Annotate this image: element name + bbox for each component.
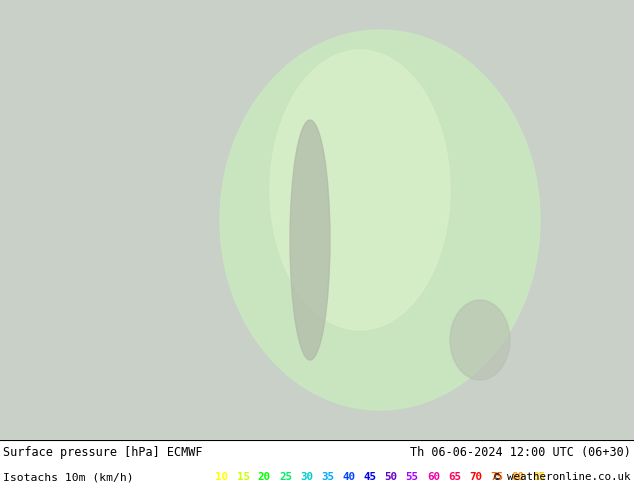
Ellipse shape [220, 30, 540, 410]
Text: 50: 50 [384, 472, 398, 482]
Text: 80: 80 [511, 472, 524, 482]
Text: 35: 35 [321, 472, 334, 482]
Text: 70: 70 [469, 472, 482, 482]
Text: Th 06-06-2024 12:00 UTC (06+30): Th 06-06-2024 12:00 UTC (06+30) [410, 445, 631, 459]
Text: 85: 85 [533, 472, 545, 482]
Text: 55: 55 [406, 472, 418, 482]
Text: 45: 45 [363, 472, 377, 482]
Text: © weatheronline.co.uk: © weatheronline.co.uk [495, 472, 631, 482]
Text: 40: 40 [342, 472, 355, 482]
Ellipse shape [290, 120, 330, 360]
Text: 20: 20 [258, 472, 271, 482]
Text: 90: 90 [553, 472, 567, 482]
Text: Isotachs 10m (km/h): Isotachs 10m (km/h) [3, 472, 134, 482]
Text: 10: 10 [216, 472, 228, 482]
Text: 75: 75 [490, 472, 503, 482]
Text: 30: 30 [300, 472, 313, 482]
Text: 60: 60 [427, 472, 440, 482]
Text: 65: 65 [448, 472, 461, 482]
Text: Surface pressure [hPa] ECMWF: Surface pressure [hPa] ECMWF [3, 445, 202, 459]
Ellipse shape [450, 300, 510, 380]
Text: 15: 15 [236, 472, 250, 482]
Ellipse shape [270, 50, 450, 330]
Text: 25: 25 [279, 472, 292, 482]
